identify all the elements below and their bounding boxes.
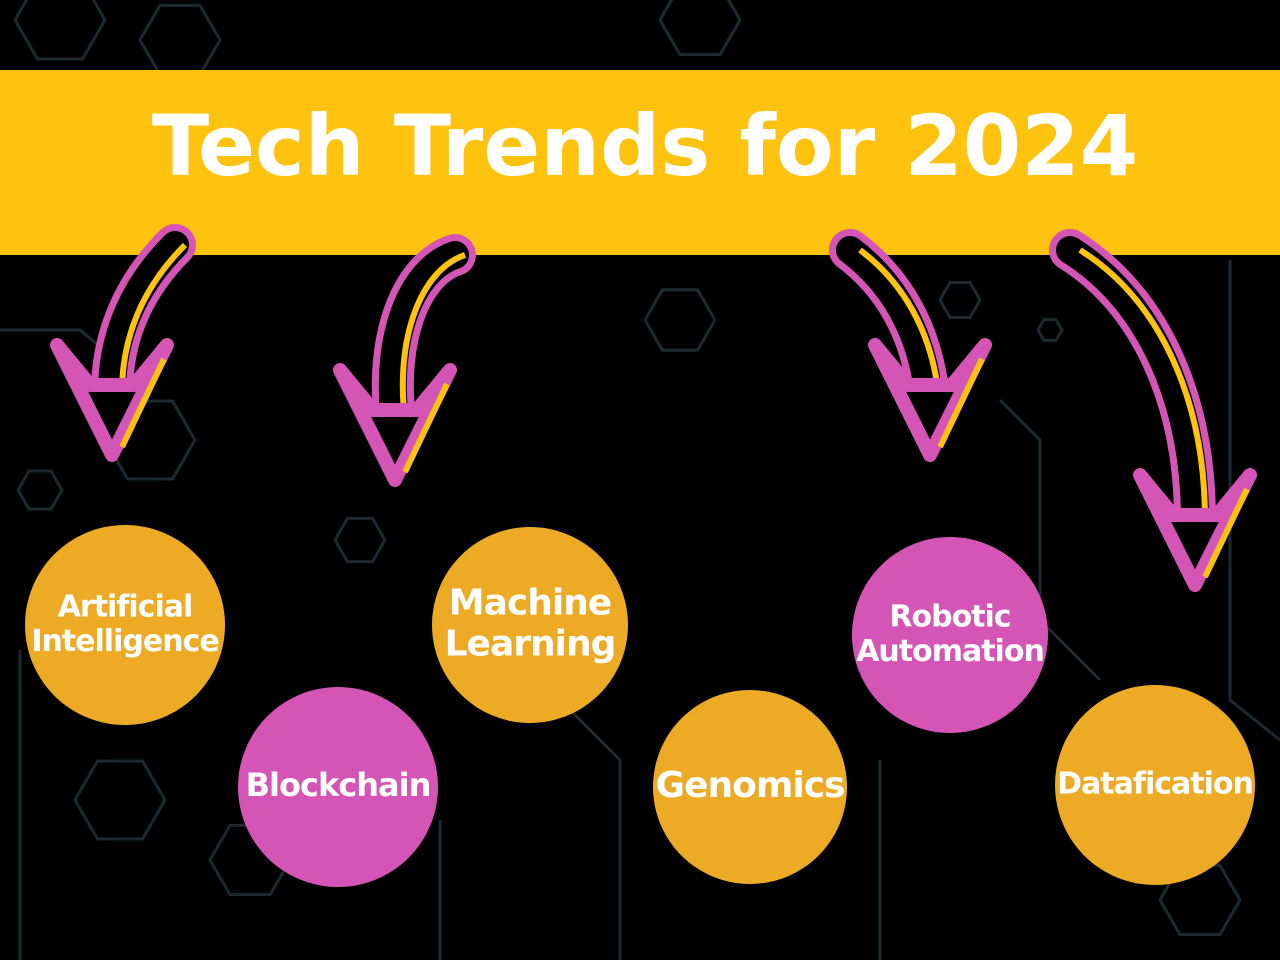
circuit-line bbox=[998, 398, 1102, 682]
trend-label: Learning bbox=[445, 624, 616, 665]
trend-label: Genomics bbox=[656, 765, 845, 806]
trend-label: Intelligence bbox=[31, 624, 218, 659]
title-banner bbox=[0, 70, 1280, 255]
arrow-head-outline bbox=[868, 338, 992, 462]
arrow-body bbox=[97, 231, 189, 414]
trend-circle bbox=[852, 537, 1048, 733]
hexagon bbox=[333, 516, 387, 564]
arrow-body bbox=[1056, 236, 1209, 534]
arrow-highlight bbox=[1078, 247, 1208, 521]
hexagon bbox=[16, 469, 64, 511]
arrows bbox=[50, 224, 1257, 592]
trend-circle bbox=[238, 687, 438, 887]
title: Tech Trends for 2024 bbox=[152, 97, 1138, 195]
trend-circle bbox=[25, 525, 225, 725]
arrow-head-highlight bbox=[1202, 487, 1250, 579]
arrow-highlight bbox=[399, 252, 467, 421]
hexagon bbox=[1036, 318, 1064, 342]
trend-label: Machine bbox=[449, 582, 611, 623]
arrow-head-highlight bbox=[402, 382, 450, 474]
trend-circle bbox=[1055, 685, 1255, 885]
hexagon bbox=[73, 759, 167, 841]
hexagon bbox=[643, 288, 717, 352]
arrow-head-highlight bbox=[937, 357, 985, 449]
trend-label: Blockchain bbox=[246, 766, 431, 804]
hexagon bbox=[658, 0, 742, 57]
arrow-head-outline bbox=[333, 363, 457, 487]
hexagon bbox=[13, 0, 107, 61]
trend-label: Datafication bbox=[1057, 767, 1253, 802]
arrow-highlight bbox=[118, 242, 188, 401]
trend-circle bbox=[432, 527, 628, 723]
arrow-body bbox=[378, 241, 469, 434]
circuit-line bbox=[1228, 260, 1280, 742]
arrow-head-outline bbox=[50, 338, 174, 462]
trend-label: Automation bbox=[856, 634, 1044, 669]
arrow-head-highlight bbox=[119, 357, 167, 449]
trend-circle bbox=[653, 690, 847, 884]
hexagon bbox=[938, 281, 982, 319]
trend-label: Robotic bbox=[889, 599, 1010, 634]
circuit-line bbox=[558, 698, 622, 960]
trend-label: Artificial bbox=[58, 589, 193, 624]
arrow-head-outline bbox=[1133, 468, 1257, 592]
hexagon bbox=[1158, 863, 1242, 937]
